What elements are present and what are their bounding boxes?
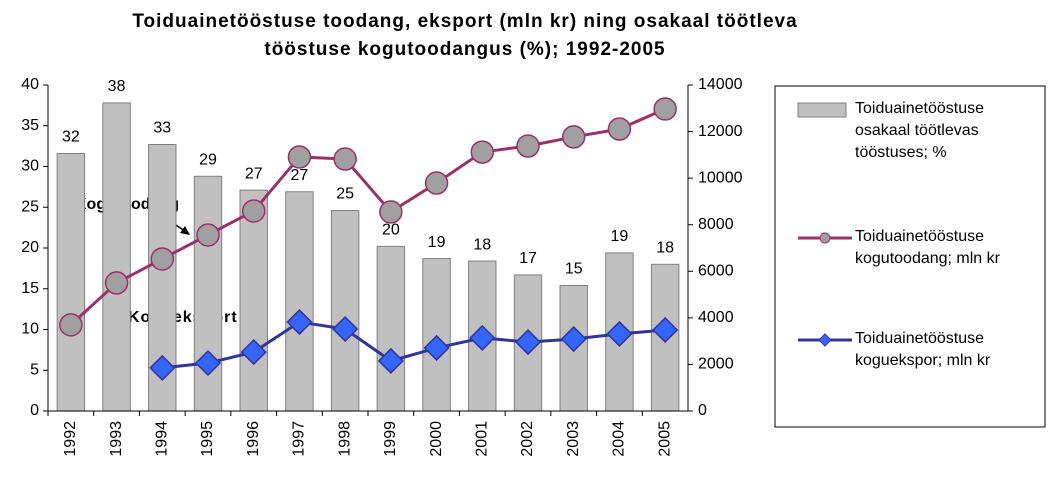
data-label: 17	[519, 250, 537, 267]
x-tick-label: 1994	[154, 421, 171, 457]
y2-tick-label: 6000	[698, 263, 734, 280]
x-tick-label: 2001	[474, 421, 491, 457]
line-marker	[240, 339, 267, 366]
legend-label: Toiduainetööstuse osakaal töötlevas töös…	[855, 100, 984, 161]
legend-entry: Toiduainetööstuse koguekspor; mln kr	[855, 330, 991, 369]
line-marker	[379, 200, 403, 224]
line-marker	[196, 223, 220, 247]
line-marker	[150, 247, 175, 271]
line-marker	[561, 125, 586, 149]
x-tick-label: 2003	[565, 421, 582, 457]
x-tick-label: 1993	[108, 421, 125, 457]
line-marker	[516, 134, 540, 158]
x-tick-label: 2000	[428, 421, 445, 457]
line-marker	[469, 324, 496, 351]
annotation-arrowhead	[180, 226, 190, 235]
data-label: 19	[611, 228, 629, 245]
data-label: 25	[336, 186, 354, 203]
legend-box	[774, 85, 1046, 428]
y-tick-label: 0	[30, 402, 39, 419]
line-marker	[287, 145, 312, 169]
line-marker	[286, 308, 313, 336]
chart-title: tööstuse kogutoodangus (%); 1992-2005	[264, 39, 665, 60]
data-label: 18	[656, 240, 674, 257]
x-tick-label: 2005	[656, 421, 673, 457]
data-label: 15	[565, 261, 583, 278]
data-label: 27	[245, 165, 263, 182]
legend-marker	[818, 333, 832, 347]
data-label: 38	[108, 78, 126, 95]
line	[162, 320, 666, 370]
y2-tick-label: 8000	[698, 216, 734, 233]
bar	[422, 258, 451, 412]
y-tick-label: 20	[21, 239, 39, 256]
y-tick-label: 40	[21, 76, 39, 93]
bar	[102, 102, 131, 412]
line-marker	[560, 325, 587, 353]
y2-tick-label: 14000	[698, 76, 743, 93]
legend-swatch	[797, 102, 847, 118]
line-marker	[104, 271, 129, 295]
data-label: 18	[473, 236, 491, 253]
y-tick-label: 5	[30, 361, 39, 378]
line-marker	[332, 315, 359, 343]
line-marker	[424, 171, 449, 195]
bar	[56, 152, 86, 412]
y-tick-label: 10	[21, 321, 39, 338]
line-marker	[607, 117, 632, 141]
line-marker	[333, 147, 357, 171]
x-tick-label: 1996	[245, 421, 262, 457]
y-tick-label: 25	[21, 198, 39, 215]
legend-label: Toiduainetööstuse koguekspor; mln kr	[855, 330, 991, 369]
y-tick-label: 35	[21, 117, 39, 134]
line-marker	[423, 334, 450, 361]
y2-tick-label: 2000	[698, 356, 734, 373]
data-label: 20	[382, 222, 400, 239]
bar	[239, 189, 268, 412]
line-marker	[241, 199, 266, 223]
x-tick-label: 2002	[519, 421, 536, 457]
y2-tick-label: 4000	[698, 309, 734, 326]
y-tick-label: 30	[21, 158, 39, 175]
y2-tick-label: 12000	[698, 123, 743, 140]
bar	[376, 245, 406, 412]
y2-tick-label: 0	[698, 402, 707, 419]
line-marker	[653, 97, 677, 121]
line-marker	[149, 354, 176, 381]
line-marker	[59, 313, 83, 337]
x-tick-label: 2004	[611, 421, 628, 457]
x-tick-label: 1998	[336, 421, 353, 457]
y2-tick-label: 10000	[698, 169, 743, 186]
data-label: 33	[153, 120, 171, 137]
data-label: 29	[199, 151, 217, 168]
x-tick-label: 1995	[199, 421, 216, 457]
legend-label: Toiduainetööstuse kogutoodang; mln kr	[855, 228, 1000, 267]
legend-entry: Toiduainetööstuse osakaal töötlevas töös…	[855, 100, 984, 161]
line-marker	[514, 329, 542, 356]
line-marker	[377, 347, 404, 374]
data-label: 27	[291, 167, 309, 184]
x-tick-label: 1992	[62, 421, 79, 457]
line-marker	[194, 349, 222, 377]
y-tick-label: 15	[21, 280, 39, 297]
data-label: 32	[62, 129, 80, 146]
x-tick-label: 1997	[291, 421, 308, 457]
data-label: 19	[428, 234, 446, 251]
line-marker	[470, 140, 495, 164]
line-marker	[652, 316, 679, 344]
bar	[330, 210, 360, 412]
chart-title: Toiduainetööstuse toodang, eksport (mln …	[132, 11, 797, 32]
bar	[285, 191, 314, 412]
x-tick-label: 1999	[382, 421, 399, 457]
legend-entry: Toiduainetööstuse kogutoodang; mln kr	[855, 228, 1000, 267]
legend-marker	[819, 232, 831, 244]
line-marker	[606, 320, 633, 347]
